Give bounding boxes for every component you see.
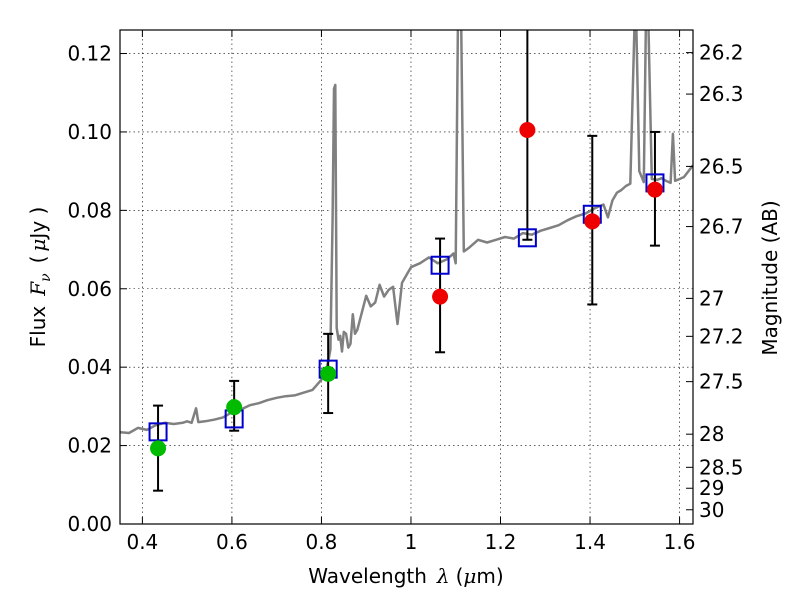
y2-tick-label: 28 — [699, 422, 724, 446]
observed-point-marker — [226, 399, 243, 416]
markers — [148, 121, 665, 457]
y2-tick-label: 26.7 — [699, 215, 744, 239]
plot-area — [120, 30, 693, 492]
y-tick-label: 0.04 — [67, 355, 112, 379]
y-tick-label: 0.10 — [67, 120, 112, 144]
y-tick-label: 0.08 — [67, 198, 112, 222]
observed-point-marker — [519, 121, 536, 138]
observed-point-marker — [646, 181, 663, 198]
observed-point-marker — [320, 365, 337, 382]
tick-marks — [120, 30, 693, 525]
y2-tick-label: 26.2 — [699, 41, 744, 65]
y2-tick-label: 29 — [699, 476, 724, 500]
observed-point-marker — [584, 213, 601, 230]
tick-labels: 0.4 0.6 0.8 1 1.2 1.4 1.6 0.00 0.02 0.04 0.06 0.08 0… — [67, 41, 743, 554]
y2-tick-label: 30 — [699, 498, 724, 522]
y-tick-label: 0.06 — [67, 277, 112, 301]
x-tick-label: 1.4 — [574, 530, 606, 554]
y-tick-label: 0.12 — [67, 42, 112, 66]
y2-tick-label: 26.3 — [699, 82, 744, 106]
y2-tick-label: 26.5 — [699, 154, 744, 178]
y2-tick-label: 27.2 — [699, 324, 744, 348]
observed-point-marker — [432, 288, 449, 305]
model-square-marker — [517, 228, 537, 248]
y-tick-label: 0.00 — [67, 512, 112, 536]
x-tick-label: 0.6 — [216, 530, 248, 554]
y2-tick-label: 27 — [699, 286, 724, 310]
y2-tick-label: 27.5 — [699, 370, 744, 394]
y2-tick-label: 28.5 — [699, 455, 744, 479]
observed-point-marker — [150, 440, 167, 457]
axes-frame — [119, 29, 694, 525]
x-tick-label: 1.6 — [664, 530, 696, 554]
y-axis-label: FluxFν(μJy ) — [26, 207, 54, 348]
y2-axis-label: Magnitude (AB) — [758, 200, 782, 355]
x-tick-label: 1 — [405, 530, 418, 554]
model-square-marker — [430, 255, 450, 275]
x-axis-label: Wavelength λ (μm) — [308, 564, 503, 588]
model-sed-line — [120, 30, 693, 435]
x-tick-label: 0.4 — [126, 530, 158, 554]
x-tick-label: 0.8 — [306, 530, 338, 554]
y-tick-label: 0.02 — [67, 434, 112, 458]
x-tick-label: 1.2 — [485, 530, 517, 554]
